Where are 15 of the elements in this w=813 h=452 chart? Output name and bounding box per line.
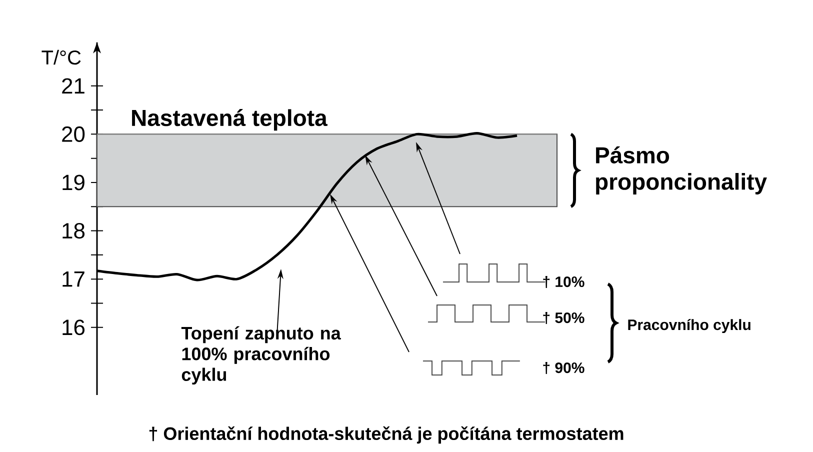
y-tick-label: 16 bbox=[62, 320, 85, 336]
ref-line-label: Nastavená teplota bbox=[132, 109, 328, 131]
band-label: Pásmo proponcionality bbox=[596, 146, 767, 194]
y-tick-label: 19 bbox=[62, 174, 84, 190]
y-tick-label: 21 bbox=[62, 78, 84, 94]
y-tick-label: 18 bbox=[62, 222, 85, 239]
annotation: Topení zapnuto na 100% pracovního cyklu bbox=[181, 326, 341, 385]
y-tick-label: 17 bbox=[62, 272, 84, 287]
text: Pracovního cyklu bbox=[628, 318, 750, 334]
y-axis-title: T/°C bbox=[42, 50, 81, 65]
text: † 50% bbox=[543, 312, 584, 324]
text: † 90% bbox=[543, 362, 584, 374]
text: † Orientační hodnota-skutečná je počítána termostatem bbox=[149, 426, 624, 444]
text: † 10% bbox=[543, 276, 584, 288]
y-tick-label: 20 bbox=[62, 126, 85, 142]
